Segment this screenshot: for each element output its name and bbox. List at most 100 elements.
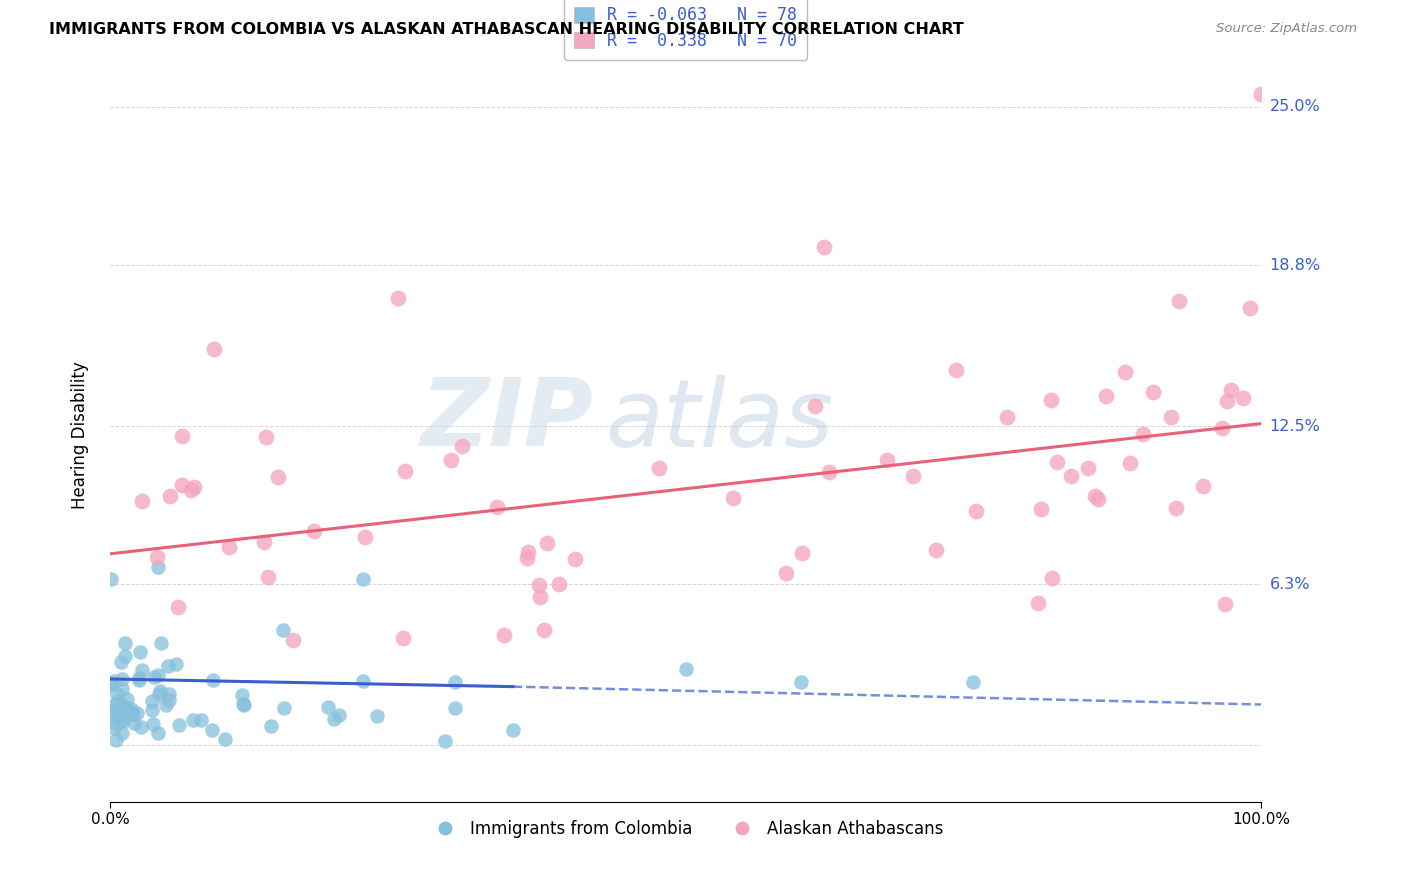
Point [183,714,205,728]
Text: 25.0%: 25.0% [1270,99,1320,114]
Legend: Immigrants from Colombia, Alaskan Athabascans: Immigrants from Colombia, Alaskan Athaba… [422,814,950,845]
Point [267,470,290,484]
Point [183,480,205,494]
Point [1192,479,1215,493]
Point [112,714,135,729]
Point [1040,571,1063,585]
Point [1084,490,1107,504]
Point [1160,410,1182,425]
Point [517,544,540,558]
Point [1087,491,1109,506]
Point [1250,87,1272,101]
Point [127,706,149,720]
Point [157,659,180,673]
Text: IMMIGRANTS FROM COLOMBIA VS ALASKAN ATHABASCAN HEARING DISABILITY CORRELATION CH: IMMIGRANTS FROM COLOMBIA VS ALASKAN ATHA… [49,22,965,37]
Point [149,636,172,650]
Point [486,500,509,514]
Point [104,733,127,747]
Point [440,453,463,467]
Point [165,657,187,671]
Point [1142,384,1164,399]
Point [146,549,169,564]
Point [111,672,134,686]
Point [254,430,277,444]
Point [146,559,169,574]
Point [536,536,558,550]
Point [128,671,150,685]
Point [1132,426,1154,441]
Point [103,703,125,717]
Point [260,719,283,733]
Point [103,721,125,735]
Point [564,552,586,566]
Point [648,461,671,475]
Point [1164,500,1187,515]
Point [142,716,165,731]
Point [925,543,948,558]
Point [675,662,697,676]
Point [149,683,172,698]
Point [107,694,129,708]
Point [231,688,253,702]
Point [218,540,240,554]
Point [1118,456,1140,470]
Point [111,726,134,740]
Point [111,708,134,723]
Point [1239,301,1261,315]
Point [1114,365,1136,379]
Point [818,465,841,479]
Point [1220,383,1243,397]
Point [128,673,150,688]
Point [131,493,153,508]
Point [366,708,388,723]
Point [232,697,254,711]
Point [302,524,325,538]
Point [316,700,339,714]
Point [965,503,987,517]
Point [995,409,1018,424]
Point [271,624,294,638]
Point [1046,455,1069,469]
Point [100,706,122,720]
Point [141,703,163,717]
Point [792,546,814,560]
Point [129,720,152,734]
Point [945,362,967,376]
Point [112,700,135,714]
Point [444,674,467,689]
Point [529,590,551,604]
Point [117,691,139,706]
Point [901,469,924,483]
Y-axis label: Hearing Disability: Hearing Disability [72,361,89,509]
Point [548,577,571,591]
Point [515,551,537,566]
Point [394,464,416,478]
Point [387,292,409,306]
Point [117,703,139,717]
Point [256,570,278,584]
Point [146,668,169,682]
Point [121,707,143,722]
Text: atlas: atlas [605,375,834,466]
Point [450,440,472,454]
Point [214,732,236,747]
Point [115,705,138,719]
Point [107,705,129,719]
Point [114,648,136,663]
Text: 18.8%: 18.8% [1270,258,1320,273]
Point [202,343,225,357]
Point [281,633,304,648]
Point [876,453,898,467]
Point [323,712,346,726]
Text: ZIP: ZIP [420,375,593,467]
Point [790,674,813,689]
Point [354,531,377,545]
Point [201,723,224,738]
Point [775,566,797,581]
Point [444,701,467,715]
Point [1095,389,1118,403]
Point [98,675,121,690]
Point [721,491,744,505]
Point [533,623,555,637]
Point [120,701,142,715]
